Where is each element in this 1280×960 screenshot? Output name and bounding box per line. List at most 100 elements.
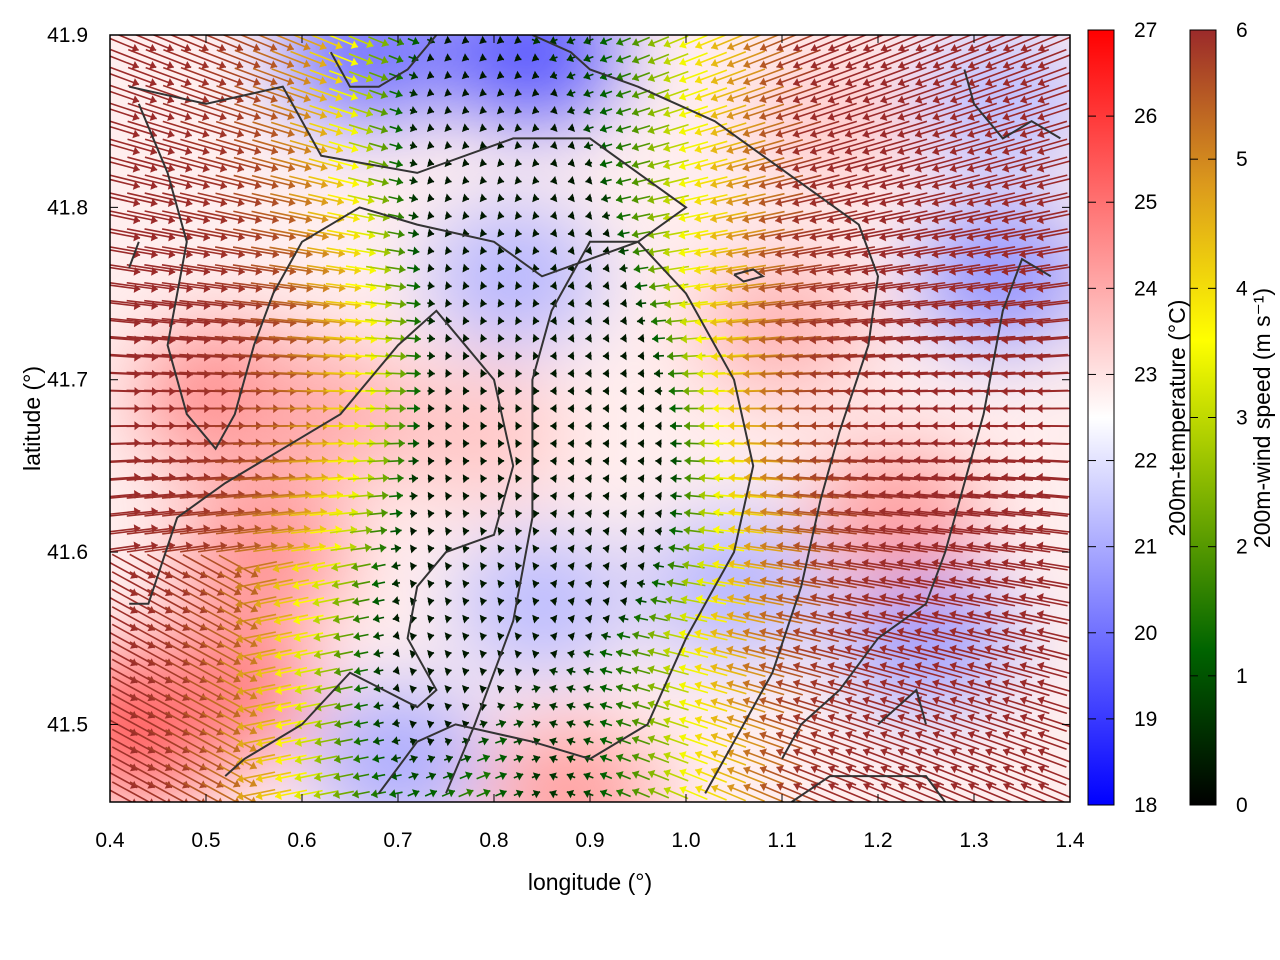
wind-arrow: [710, 193, 747, 206]
wind-arrow: [599, 36, 613, 46]
wind-arrow: [270, 473, 312, 483]
wind-arrow: [497, 175, 505, 185]
wind-arrow: [618, 614, 629, 624]
wind-arrow: [236, 631, 276, 644]
wind-arrow: [390, 544, 402, 554]
wind-arrow: [620, 368, 627, 378]
wind-arrow: [531, 140, 540, 150]
wind-arrow: [479, 105, 487, 115]
wind-arrow: [325, 352, 362, 362]
wind-arrow: [116, 35, 157, 53]
wind-arrow: [655, 403, 662, 413]
wind-arrow: [251, 210, 296, 224]
wind-arrow: [631, 71, 651, 82]
wind-arrow: [615, 648, 632, 658]
wind-arrow: [1036, 266, 1070, 276]
wind-arrow: [200, 589, 242, 613]
wind-arrow: [461, 70, 470, 80]
wind-arrow: [931, 192, 981, 208]
wind-arrow: [1036, 507, 1070, 517]
wind-arrow: [602, 614, 610, 624]
wind-arrow: [328, 123, 359, 136]
wind-arrow: [776, 49, 821, 70]
wind-arrow: [879, 120, 928, 139]
wind-arrow: [669, 526, 683, 536]
wind-arrow: [809, 281, 858, 293]
wind-arrow: [985, 35, 1026, 53]
wind-arrow: [810, 48, 857, 70]
wind-arrow: [679, 70, 708, 84]
wind-arrow: [198, 84, 244, 104]
wind-arrow: [775, 317, 822, 328]
wind-arrow: [793, 576, 839, 589]
wind-arrow: [634, 281, 648, 291]
wind-arrow: [845, 48, 892, 70]
wind-arrow: [367, 195, 390, 204]
wind-arrow: [110, 66, 157, 87]
wind-arrow: [306, 335, 346, 345]
wind-arrow: [932, 138, 980, 156]
wind-arrow: [532, 579, 540, 589]
wind-arrow: [567, 544, 575, 554]
wind-arrow: [461, 140, 470, 150]
wind-arrow: [880, 66, 927, 87]
wind-arrow: [914, 156, 963, 173]
wind-arrow: [308, 193, 344, 206]
wind-arrow: [345, 352, 377, 362]
temperature-hotspot: [236, 344, 407, 485]
temperature-colorbar: 18 19 20 21 22 23 24 25 26 27 200m-temperature (°…: [1087, 19, 1190, 817]
wind-arrow: [678, 212, 709, 223]
wind-arrow: [827, 48, 875, 70]
wind-arrow: [844, 593, 893, 607]
wind-arrow: [694, 265, 728, 275]
wind-arrow: [949, 299, 998, 311]
wind-arrow: [742, 103, 785, 121]
wind-arrow: [914, 541, 963, 553]
wind-arrow: [427, 439, 435, 449]
wind-arrow: [775, 102, 822, 121]
wind-arrow: [637, 544, 645, 554]
wind-arrow: [345, 334, 377, 344]
wind-arrow: [427, 228, 435, 238]
wind-arrow: [792, 264, 840, 276]
wind-arrow: [408, 228, 419, 238]
wind-arrow: [1036, 610, 1070, 622]
wind-arrow: [497, 456, 505, 466]
wind-arrow: [235, 613, 277, 626]
wind-arrow: [348, 35, 374, 48]
wind-arrow: [619, 263, 628, 273]
wind-arrow: [896, 610, 946, 625]
wind-arrow: [1037, 107, 1070, 122]
wind-arrow: [655, 509, 662, 519]
wind-arrow: [694, 158, 728, 171]
wind-arrow: [515, 368, 522, 378]
wind-arrow: [219, 607, 258, 630]
x-tick-label: 1.2: [863, 829, 892, 852]
wind-arrow: [445, 474, 452, 484]
wind-arrow: [308, 175, 344, 189]
wind-arrow: [602, 298, 610, 308]
wind-arrow: [695, 35, 727, 50]
wind-arrow: [1036, 592, 1070, 604]
wind-arrow: [427, 421, 435, 431]
wind-arrow: [406, 351, 421, 361]
wind-arrow: [462, 281, 470, 291]
wind-arrow: [615, 194, 632, 204]
wind-arrow: [462, 562, 470, 571]
wind-arrow: [1036, 386, 1070, 396]
wind-arrow: [678, 229, 709, 240]
wind-arrow: [633, 613, 649, 623]
wind-arrow: [127, 156, 175, 173]
wind-arrow: [204, 35, 244, 52]
wind-arrow: [896, 281, 946, 293]
wind-arrow: [636, 316, 646, 326]
wind-arrow: [1036, 438, 1070, 448]
wind-arrow: [144, 138, 193, 156]
wind-arrow: [1019, 263, 1068, 276]
wind-arrow: [532, 474, 540, 484]
wind-arrow: [879, 228, 928, 242]
wind-arrow: [1036, 455, 1070, 465]
wind-arrow: [616, 37, 631, 46]
colorbar-tick-label: 1: [1236, 665, 1248, 688]
wind-arrow: [667, 369, 685, 379]
